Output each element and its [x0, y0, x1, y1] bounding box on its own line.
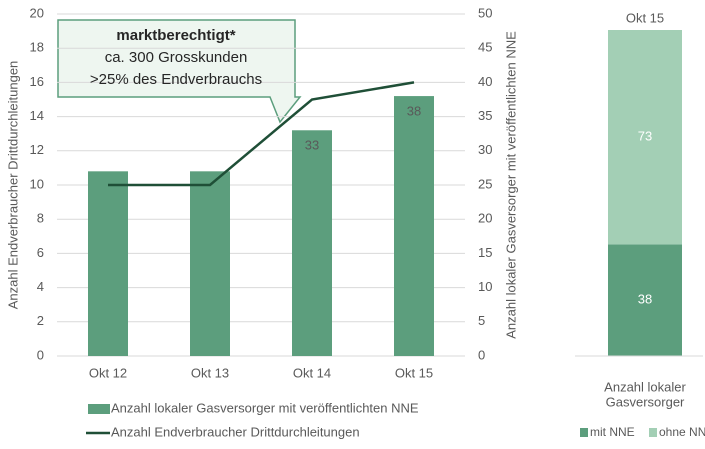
x-tick-label: Okt 14: [293, 365, 331, 380]
data-label: 73: [638, 129, 652, 144]
data-label: 38: [638, 292, 652, 307]
x-tick-label: Okt 13: [191, 365, 229, 380]
y2-tick-label: 40: [478, 74, 492, 89]
y-tick-label: 2: [37, 313, 44, 328]
x-tick-label: Okt 15: [395, 365, 433, 380]
annotation-box: [57, 19, 302, 124]
legend-swatch: [88, 404, 110, 414]
legend-swatch: [649, 428, 657, 437]
y-tick-label: 12: [30, 142, 44, 157]
y-tick-label: 10: [30, 176, 44, 191]
y-tick-label: 6: [37, 245, 44, 260]
legend-label: mit NNE: [590, 425, 635, 439]
y-tick-label: 20: [30, 5, 44, 20]
x-axis-label: Gasversorger: [606, 394, 685, 409]
bar: [394, 96, 434, 356]
legend-swatch: [580, 428, 588, 437]
y2-tick-label: 15: [478, 245, 492, 260]
bar-segment: [608, 30, 682, 245]
bar: [88, 171, 128, 356]
y-axis-label: Anzahl Endverbraucher Drittdurchleitunge…: [5, 61, 20, 310]
y2-tick-label: 0: [478, 347, 485, 362]
data-label: 38: [407, 104, 421, 119]
y2-tick-label: 50: [478, 5, 492, 20]
y2-tick-label: 25: [478, 176, 492, 191]
y-tick-label: 8: [37, 211, 44, 226]
bar: [292, 130, 332, 356]
x-axis-label: Anzahl lokaler: [604, 379, 686, 394]
y2-tick-label: 20: [478, 211, 492, 226]
legend-label: Anzahl Endverbraucher Drittdurchleitunge…: [111, 424, 360, 439]
y2-tick-label: 10: [478, 279, 492, 294]
annotation-text: >25% des Endverbrauchs: [90, 71, 262, 88]
y2-tick-label: 45: [478, 40, 492, 55]
bar: [190, 171, 230, 356]
x-tick-label: Okt 12: [89, 365, 127, 380]
annotation-text: marktberechtigt*: [116, 27, 235, 44]
y-tick-label: 14: [30, 108, 44, 123]
line: [108, 81, 415, 187]
y2-axis-label: Anzahl lokaler Gasversorger mit veröffen…: [503, 31, 518, 339]
y2-tick-label: 35: [478, 108, 492, 123]
bar-segment: [608, 244, 682, 356]
y2-tick-label: 30: [478, 142, 492, 157]
legend-label: ohne NNE: [659, 425, 705, 439]
legend-label: Anzahl lokaler Gasversorger mit veröffen…: [111, 400, 419, 415]
x-tick-label: Okt 15: [626, 10, 664, 25]
y2-tick-label: 5: [478, 313, 485, 328]
y-tick-label: 4: [37, 279, 44, 294]
data-label: 33: [305, 138, 319, 153]
y-tick-label: 0: [37, 347, 44, 362]
y-tick-label: 18: [30, 40, 44, 55]
y-tick-label: 16: [30, 74, 44, 89]
annotation-text: ca. 300 Grosskunden: [105, 49, 248, 66]
